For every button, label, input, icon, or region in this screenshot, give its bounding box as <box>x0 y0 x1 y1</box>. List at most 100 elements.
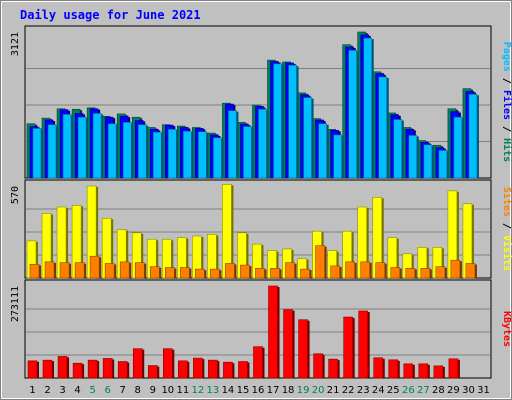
bar-kbytes-18 <box>283 309 293 379</box>
bar-pages-23 <box>363 37 373 179</box>
x-tick-label: 28 <box>432 385 445 396</box>
x-tick-label: 24 <box>372 385 385 396</box>
bar-kbytes-26 <box>403 363 414 379</box>
x-tick-label: 13 <box>207 385 220 396</box>
bar-kbytes-1 <box>27 360 38 379</box>
y-max-label: 3121 <box>10 32 21 56</box>
bar-sites-6 <box>104 263 115 279</box>
series-kbytes <box>27 285 460 379</box>
bar-sites-5 <box>89 255 100 279</box>
axis-label-part: Files <box>501 90 512 120</box>
bar-kbytes-20 <box>313 353 323 379</box>
bar-pages-18 <box>288 64 297 179</box>
x-tick-label: 9 <box>150 385 156 396</box>
x-tick-label: 22 <box>342 385 355 396</box>
bar-sites-20 <box>315 245 325 279</box>
bar-sites-13 <box>210 268 220 279</box>
axis-label-part: KBytes <box>501 311 512 347</box>
x-tick-label: 5 <box>89 385 95 396</box>
axis-label-pages-files-hits: Pages / Files / Hits <box>501 42 512 162</box>
bar-kbytes-27 <box>418 363 429 379</box>
x-tick-label: 1 <box>29 385 35 396</box>
bar-pages-12 <box>198 131 207 179</box>
x-tick-label: 8 <box>135 385 141 396</box>
bar-pages-7 <box>122 122 132 179</box>
bar-kbytes-24 <box>373 357 384 379</box>
bar-kbytes-21 <box>328 358 338 379</box>
x-tick-label: 14 <box>222 385 235 396</box>
bar-sites-3 <box>59 262 70 279</box>
bar-kbytes-15 <box>238 361 248 379</box>
bar-pages-17 <box>273 63 282 179</box>
y-max-label: 273111 <box>10 286 21 322</box>
bar-sites-1 <box>29 263 40 279</box>
bar-kbytes-29 <box>448 358 459 379</box>
axis-label-part: / <box>501 217 512 235</box>
x-tick-label: 30 <box>462 385 475 396</box>
x-tick-label: 21 <box>327 385 340 396</box>
bar-pages-21 <box>333 134 342 179</box>
axis-label-part: Visits <box>501 235 512 271</box>
bar-kbytes-25 <box>388 359 399 379</box>
bar-sites-4 <box>74 262 85 279</box>
bar-sites-25 <box>390 267 401 279</box>
panel-pages-files-hits: 3121 Pages / Files / Hits <box>10 25 512 179</box>
bar-pages-8 <box>137 124 147 179</box>
bar-pages-11 <box>183 130 192 179</box>
bar-sites-16 <box>255 268 265 279</box>
bar-sites-26 <box>405 268 416 279</box>
bar-pages-29 <box>453 116 463 179</box>
x-tick-label: 12 <box>192 385 205 396</box>
bar-sites-14 <box>225 263 235 279</box>
bar-sites-11 <box>180 267 190 279</box>
x-tick-label: 18 <box>282 385 295 396</box>
x-tick-label: 23 <box>357 385 370 396</box>
bar-kbytes-3 <box>57 356 68 379</box>
bar-kbytes-7 <box>117 361 128 379</box>
bar-kbytes-12 <box>193 357 203 379</box>
bar-pages-27 <box>423 144 433 179</box>
y-max-label: 570 <box>10 186 21 204</box>
bar-pages-22 <box>348 49 357 179</box>
x-tick-label: 25 <box>387 385 400 396</box>
bar-kbytes-2 <box>42 359 53 379</box>
bar-pages-25 <box>393 119 403 179</box>
x-axis-labels: 1 2 3 4 5 6 7 8 9 10 11 12 13 14 15 16 17 18 19 20 21 22 23 24 2… <box>29 385 490 396</box>
bar-pages-9 <box>152 131 162 179</box>
bar-pages-13 <box>213 137 222 179</box>
bar-pages-19 <box>303 97 312 179</box>
x-tick-label: 3 <box>59 385 65 396</box>
axis-label-part: / <box>501 72 512 90</box>
bar-sites-18 <box>285 262 295 279</box>
bar-sites-30 <box>465 263 476 279</box>
bar-pages-4 <box>77 116 87 179</box>
axis-label-kbytes: KBytes <box>501 311 512 347</box>
x-tick-label: 4 <box>74 385 80 396</box>
bar-pages-30 <box>468 93 478 179</box>
bar-sites-28 <box>435 266 446 279</box>
x-tick-label: 20 <box>312 385 325 396</box>
bar-pages-26 <box>408 135 418 179</box>
bar-kbytes-23 <box>358 310 369 379</box>
bar-kbytes-11 <box>178 360 188 379</box>
bar-kbytes-9 <box>147 365 158 379</box>
axis-label-part: / <box>501 120 512 138</box>
bar-pages-10 <box>167 129 177 179</box>
x-tick-label: 6 <box>104 385 110 396</box>
x-tick-label: 29 <box>447 385 460 396</box>
bar-sites-19 <box>300 268 310 279</box>
bar-kbytes-17 <box>268 285 278 379</box>
axis-label-part: Pages <box>501 42 512 72</box>
bar-kbytes-14 <box>223 361 233 379</box>
bar-sites-23 <box>360 261 371 279</box>
chart-title: Daily usage for June 2021 <box>20 8 201 22</box>
x-tick-label: 2 <box>44 385 50 396</box>
bar-sites-8 <box>134 262 145 279</box>
series-sites <box>29 245 477 279</box>
bar-kbytes-10 <box>162 348 173 379</box>
bar-sites-2 <box>44 261 55 279</box>
bar-pages-3 <box>62 114 72 179</box>
bar-sites-7 <box>119 261 130 279</box>
